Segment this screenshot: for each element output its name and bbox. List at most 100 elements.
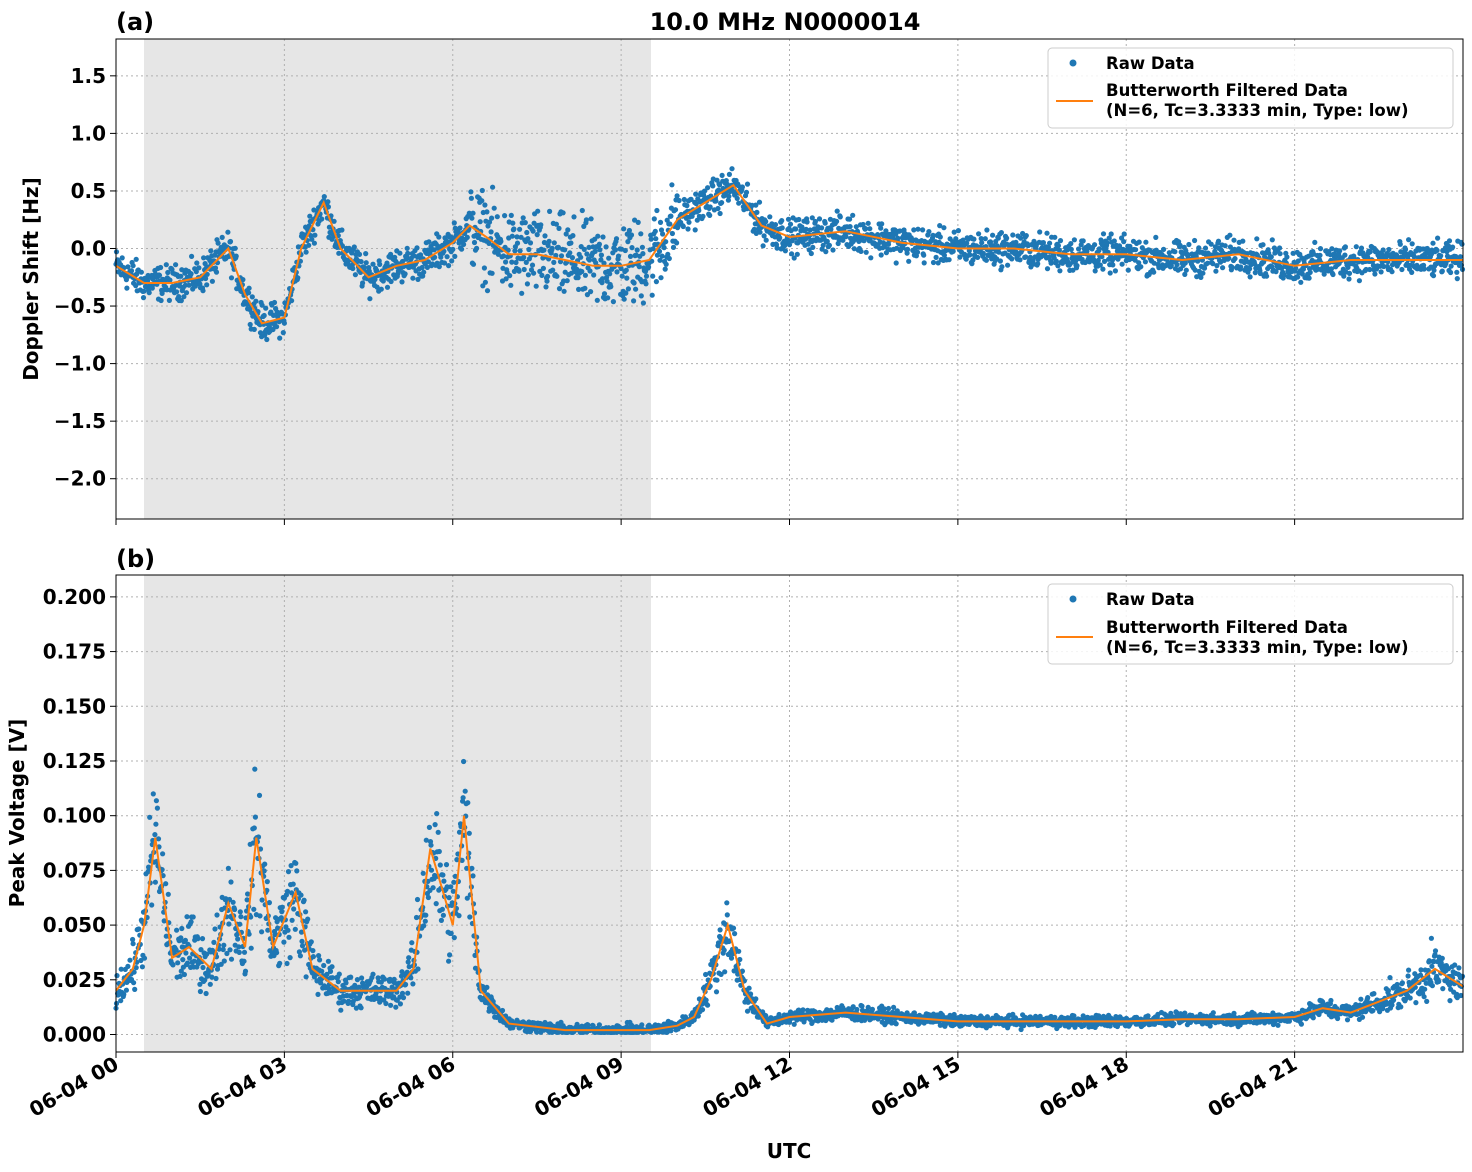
raw-point	[133, 965, 139, 971]
raw-point	[1232, 256, 1238, 262]
raw-point	[1306, 275, 1312, 281]
raw-point	[380, 278, 386, 284]
raw-point	[997, 258, 1004, 264]
raw-point	[1337, 248, 1343, 254]
raw-point	[471, 239, 478, 246]
raw-point	[1068, 241, 1074, 247]
raw-point	[527, 240, 534, 246]
raw-point	[176, 294, 182, 300]
raw-point	[173, 947, 179, 953]
raw-point	[295, 244, 301, 250]
raw-point	[181, 294, 187, 300]
raw-point	[933, 254, 939, 260]
raw-point	[643, 273, 650, 279]
raw-point	[1298, 1021, 1304, 1027]
raw-point	[194, 260, 200, 266]
raw-point	[358, 1005, 364, 1011]
raw-point	[782, 248, 789, 254]
raw-point	[405, 990, 411, 996]
raw-point	[479, 198, 485, 204]
raw-point	[209, 974, 215, 980]
raw-point	[964, 240, 970, 246]
raw-point	[482, 202, 488, 208]
raw-point	[1071, 1013, 1077, 1019]
raw-point	[251, 906, 257, 912]
raw-point	[546, 238, 552, 244]
raw-point	[530, 228, 536, 234]
raw-point	[692, 227, 698, 233]
raw-point	[253, 298, 259, 304]
raw-point	[470, 873, 476, 879]
raw-point	[274, 324, 280, 330]
raw-point	[1119, 261, 1125, 267]
raw-point	[178, 935, 184, 941]
raw-point	[256, 792, 263, 799]
raw-point	[1055, 263, 1061, 269]
raw-point	[1293, 265, 1299, 271]
raw-point	[1389, 269, 1395, 275]
raw-point	[1052, 234, 1058, 240]
raw-point	[361, 264, 367, 270]
raw-point	[636, 264, 642, 270]
raw-point	[1247, 274, 1253, 280]
raw-point	[1402, 246, 1409, 253]
raw-point	[259, 929, 265, 935]
raw-point	[482, 279, 488, 285]
raw-point	[1035, 261, 1041, 267]
raw-point	[621, 296, 627, 302]
raw-point	[1457, 254, 1463, 260]
raw-point	[262, 861, 268, 867]
raw-point	[1018, 1026, 1024, 1033]
raw-point	[610, 299, 617, 305]
raw-point	[726, 171, 733, 177]
raw-point	[1459, 241, 1465, 247]
raw-point	[466, 830, 472, 836]
raw-point	[242, 968, 249, 974]
raw-point	[241, 958, 247, 964]
raw-point	[306, 242, 312, 248]
raw-point	[646, 264, 652, 270]
raw-point	[1454, 269, 1460, 275]
raw-point	[1448, 263, 1454, 269]
raw-point	[298, 892, 304, 898]
raw-point	[178, 968, 184, 974]
raw-point	[914, 249, 921, 255]
raw-point	[1136, 239, 1142, 245]
raw-point	[1005, 262, 1011, 268]
raw-point	[847, 216, 853, 222]
raw-point	[715, 205, 721, 212]
raw-point	[623, 290, 629, 296]
raw-point	[317, 957, 323, 963]
raw-point	[1330, 271, 1336, 278]
raw-point	[557, 259, 564, 265]
raw-point	[665, 251, 671, 257]
raw-point	[354, 977, 360, 983]
raw-point	[694, 217, 700, 223]
raw-point	[452, 873, 458, 879]
raw-point	[639, 244, 646, 250]
raw-point	[1092, 242, 1098, 248]
raw-point	[1095, 257, 1101, 263]
raw-point	[299, 943, 306, 949]
raw-point	[200, 964, 206, 971]
raw-point	[149, 902, 155, 908]
raw-point	[160, 873, 166, 879]
raw-point	[128, 268, 135, 274]
raw-point	[1113, 1014, 1119, 1020]
raw-point	[155, 836, 162, 842]
raw-point	[125, 963, 131, 970]
raw-point	[1252, 270, 1258, 276]
panel-b-voltage: (b) 0.2000.1750.1500.1250.1000.0750.0500…	[5, 545, 1466, 1058]
raw-point	[519, 290, 525, 296]
raw-point	[753, 202, 759, 208]
raw-point	[659, 253, 665, 259]
raw-point	[785, 216, 792, 222]
raw-point	[448, 930, 454, 937]
raw-point	[517, 248, 523, 254]
raw-point	[197, 981, 203, 987]
raw-point	[325, 204, 331, 210]
raw-point	[946, 257, 952, 263]
raw-point	[737, 956, 743, 963]
raw-point	[281, 320, 287, 326]
raw-point	[336, 250, 342, 256]
